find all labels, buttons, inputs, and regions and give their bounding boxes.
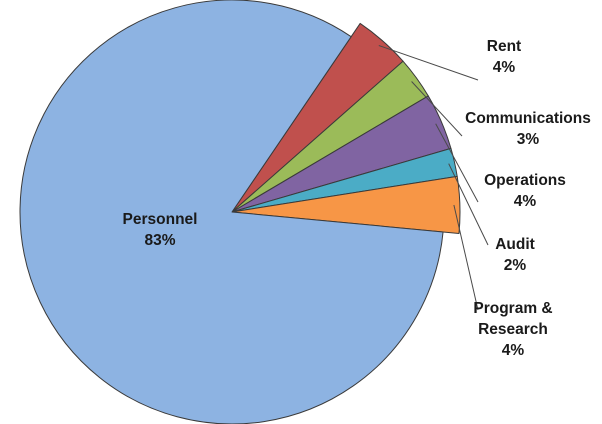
slice-labels: Rent 4% Communications 3% Operations 4% Audit 2… <box>123 38 591 359</box>
leader-line-communications <box>411 81 463 137</box>
slice-label-line: 3% <box>517 131 540 148</box>
slice-label-line: Audit <box>495 236 535 253</box>
leader-line-rent <box>378 45 479 81</box>
slice-label-line: 4% <box>493 59 516 76</box>
slice-label-audit: Audit 2% <box>495 236 535 274</box>
leader-lines <box>378 45 489 311</box>
leader-line-program-and-research <box>453 204 479 311</box>
slice-label-operations: Operations 4% <box>484 172 566 210</box>
leader-line-operations <box>435 123 479 203</box>
slice-label-communications: Communications 3% <box>465 110 591 148</box>
slice-label-line: 4% <box>502 342 525 359</box>
slice-label-line: Program & <box>473 300 552 317</box>
slice-label-line: Personnel <box>123 211 198 228</box>
slice-label-line: Operations <box>484 172 566 189</box>
slice-label-line: 83% <box>144 232 175 249</box>
slice-label-program-and-research: Program & Research 4% <box>473 300 552 359</box>
slice-label-line: 2% <box>504 257 527 274</box>
slice-label-line: Communications <box>465 110 591 127</box>
pie-slice-program-and-research <box>231 175 461 234</box>
pie-slice-personnel <box>19 0 444 424</box>
leader-line-audit <box>448 163 489 246</box>
slice-label-rent: Rent 4% <box>487 38 521 76</box>
slice-label-personnel: Personnel 83% <box>123 211 198 249</box>
slice-label-line: Rent <box>487 38 521 55</box>
slice-label-line: Research <box>478 321 548 338</box>
pie-slices <box>19 0 461 424</box>
slice-label-line: 4% <box>514 193 537 210</box>
